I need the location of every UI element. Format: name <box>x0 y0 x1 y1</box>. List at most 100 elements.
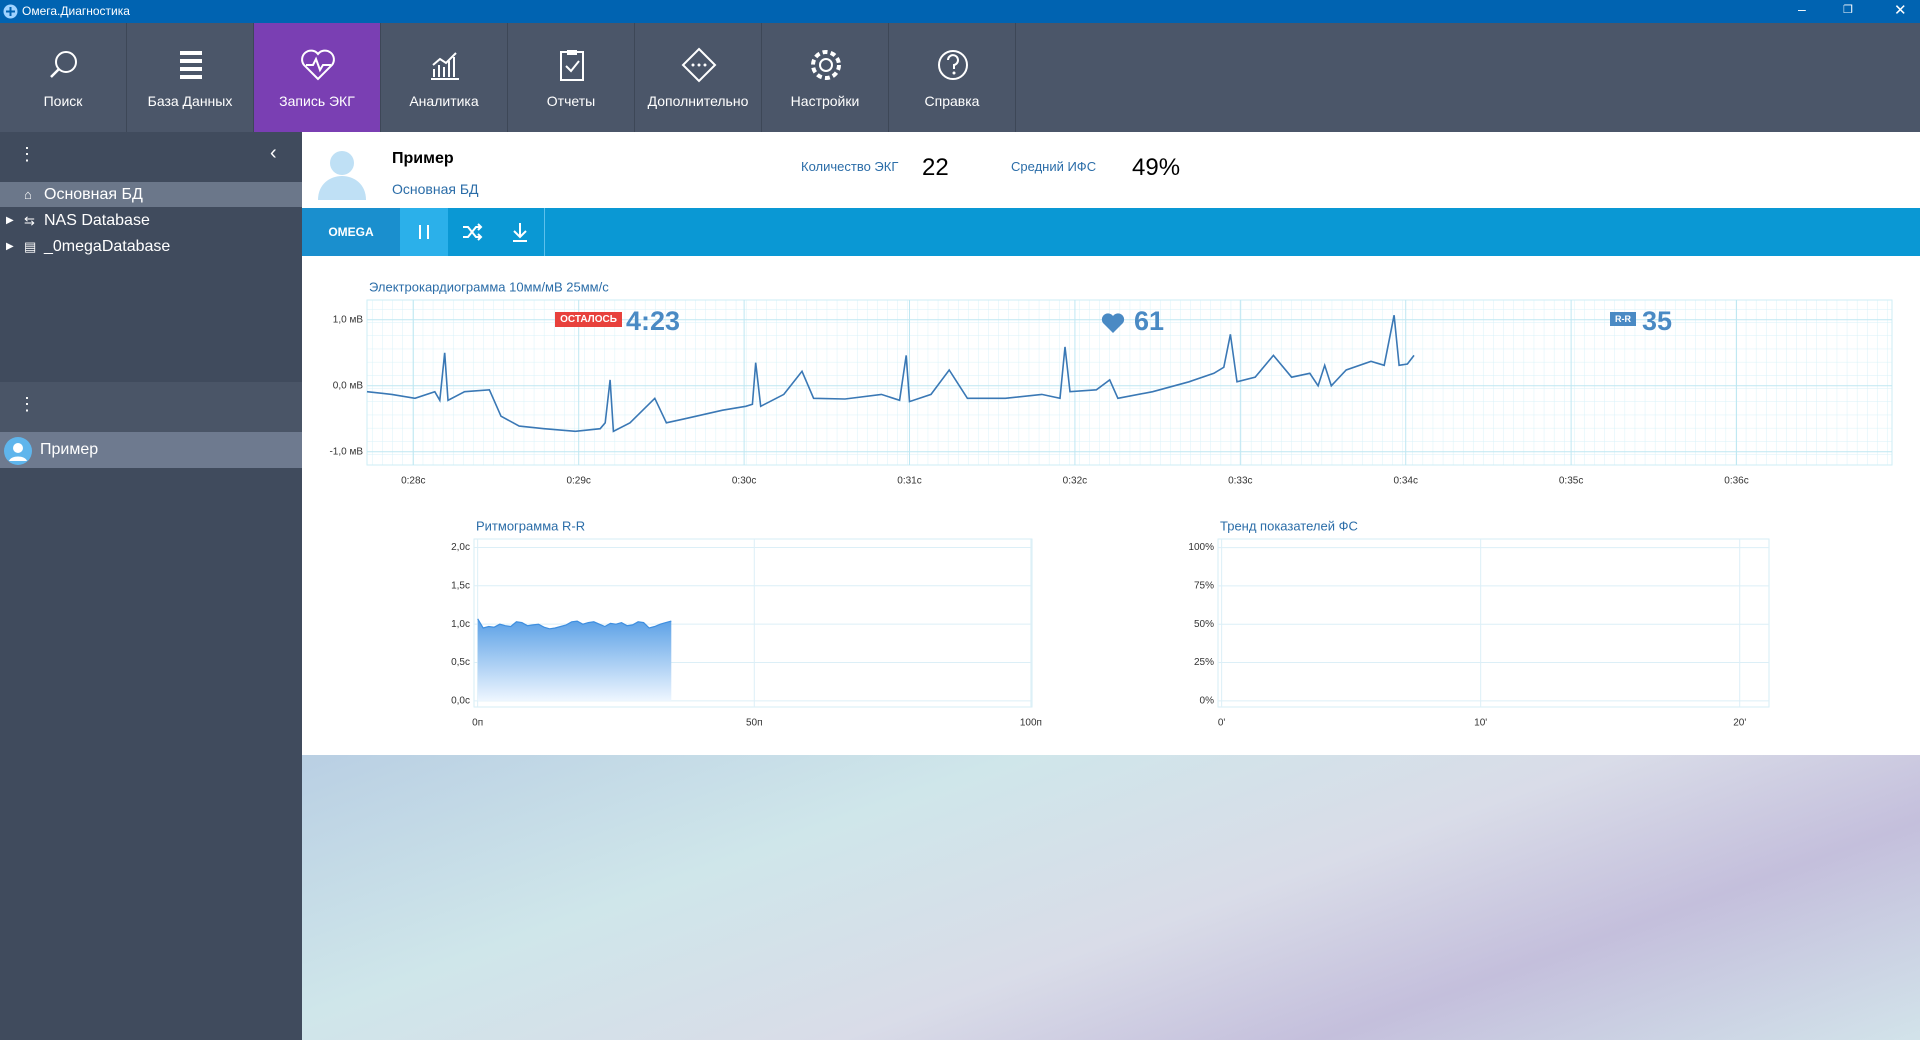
ecg-count-label: Количество ЭКГ <box>801 159 899 174</box>
x-tick-label: 10' <box>1474 718 1487 729</box>
x-tick-label: 0п <box>472 718 483 729</box>
x-tick-label: 20' <box>1733 718 1746 729</box>
patient-name: Пример <box>392 150 454 167</box>
rr-chart: Ритмограмма R-R 0,0с 0,5с 1,0с 1,5с 2,0с 0п 50п… <box>451 518 1042 729</box>
y-tick-label: 0,0 мВ <box>333 380 364 391</box>
x-tick-label: 100п <box>1020 718 1042 729</box>
expander[interactable]: ▶ <box>6 241 14 252</box>
plot-frame <box>473 538 1033 708</box>
y-tick-label: 75% <box>1194 581 1214 592</box>
trend-chart: Тренд показателей ФС 0% 25% 50% 75% 100% 0' 10'… <box>1188 518 1770 729</box>
x-tick-label: 50п <box>746 718 763 729</box>
db-name: _0megaDatabase <box>44 238 171 255</box>
app-icon <box>3 4 18 19</box>
menu-dots[interactable]: ⋮ <box>18 394 36 414</box>
chart-title: Ритмограмма R-R <box>476 518 585 533</box>
db-name: NAS Database <box>44 212 150 229</box>
toolbar-icon <box>811 50 841 80</box>
toolbar-button[interactable]: Настройки <box>762 23 889 132</box>
toolbar-label: Аналитика <box>409 93 479 109</box>
tree-row[interactable]: ▶ ⇆ NAS Database <box>0 208 302 233</box>
toolbar-label: База Данных <box>147 93 233 109</box>
y-tick-label: 0,0с <box>451 696 470 707</box>
minimize[interactable]: – <box>1798 1 1806 17</box>
toolbar-icon <box>431 52 459 80</box>
download-button[interactable] <box>496 208 545 256</box>
x-tick-label: 0:33с <box>1228 476 1252 487</box>
ifs-label: Средний ИФС <box>1011 159 1097 174</box>
x-tick-label: 0:35с <box>1559 476 1583 487</box>
pause-button[interactable] <box>400 208 448 256</box>
db-icon: ⌂ <box>24 187 32 202</box>
toolbar-button[interactable]: Аналитика <box>381 23 508 132</box>
x-tick-label: 0:31с <box>897 476 921 487</box>
toolbar-button[interactable]: Дополнительно <box>635 23 762 132</box>
toolbar-icon <box>301 49 335 81</box>
section-divider: ⋮ <box>0 382 302 432</box>
heart-icon <box>1101 313 1125 333</box>
y-tick-label: 1,0с <box>451 619 470 630</box>
x-tick-label: 0:30с <box>732 476 756 487</box>
x-tick-label: 0:29с <box>566 476 590 487</box>
heart-rate: 61 <box>1134 306 1165 336</box>
toolbar-button[interactable]: Отчеты <box>508 23 635 132</box>
plot-background <box>366 299 1893 466</box>
data-line <box>477 618 672 630</box>
restore[interactable]: ❐ <box>1843 4 1853 16</box>
y-tick-label: 1,0 мВ <box>333 314 364 325</box>
toolbar-icon <box>560 50 584 81</box>
tree-row[interactable]: ⌂ Основная БД <box>0 182 302 207</box>
toolbar-label: Поиск <box>43 93 83 109</box>
rr-value: 35 <box>1642 306 1673 336</box>
y-tick-label: 100% <box>1188 542 1214 553</box>
close[interactable]: ✕ <box>1894 2 1907 19</box>
avatar <box>318 151 366 200</box>
toolbar-icon <box>938 50 968 80</box>
window-title: Омега.Диагностика <box>22 4 130 18</box>
remaining-badge: ОСТАЛОСЬ <box>555 312 622 327</box>
menu-dots[interactable]: ⋮ <box>18 144 36 164</box>
toolbar-icon <box>681 47 717 83</box>
background-area <box>302 755 1920 1040</box>
toolbar-button[interactable]: Поиск <box>0 23 127 132</box>
shuffle-button[interactable] <box>448 208 496 256</box>
remaining-time: 4:23 <box>626 306 681 336</box>
toolbar-label: Справка <box>924 93 980 109</box>
y-tick-label: 2,0с <box>451 542 470 553</box>
patient-name: Пример <box>40 441 99 458</box>
ecg-chart: Электрокардиограмма 10мм/мВ 25мм/с 1,0 мВ… <box>329 279 1893 487</box>
y-tick-label: 50% <box>1194 619 1214 630</box>
toolbar-label: Запись ЭКГ <box>279 93 355 109</box>
title-bar: Омега.Диагностика – ❐ ✕ <box>0 0 1920 23</box>
expander[interactable]: ▶ <box>6 215 14 226</box>
collapse[interactable]: ‹ <box>270 142 277 164</box>
ifs-value: 49% <box>1132 154 1181 181</box>
toolbar-label: Дополнительно <box>647 93 749 109</box>
x-tick-label: 0:32с <box>1063 476 1087 487</box>
toolbar-icon <box>50 51 77 78</box>
device-name[interactable]: OMEGA <box>302 208 400 256</box>
toolbar-button[interactable]: Справка <box>889 23 1016 132</box>
y-tick-label: 0% <box>1200 696 1215 707</box>
db-name: Основная БД <box>44 186 143 203</box>
rr-badge: R-R <box>1610 312 1636 326</box>
toolbar-label: Отчеты <box>546 93 596 109</box>
patient-avatar <box>4 437 32 465</box>
x-tick-label: 0:28с <box>401 476 425 487</box>
toolbar: Поиск База Данных Запись ЭКГ Аналитика Отчет… <box>0 23 1920 132</box>
toolbar-label: Настройки <box>790 93 860 109</box>
toolbar-icon <box>180 51 202 79</box>
area-fill <box>477 618 672 701</box>
patient-row[interactable]: Пример <box>0 432 302 468</box>
tree-row[interactable]: ▶ ▤ _0megaDatabase <box>0 234 302 259</box>
toolbar-button[interactable]: Запись ЭКГ <box>254 23 381 132</box>
y-tick-label: 25% <box>1194 657 1214 668</box>
chart-title: Электрокардиограмма 10мм/мВ 25мм/с <box>369 279 609 294</box>
db-icon: ⇆ <box>24 213 35 228</box>
x-tick-label: 0:34с <box>1393 476 1417 487</box>
toolbar-button[interactable]: База Данных <box>127 23 254 132</box>
sidebar: ⋮ ‹ ⋮ ⌂ Основная БД ▶ ⇆ NAS Database ▶ ▤ _0mega… <box>0 132 302 1040</box>
db-icon: ▤ <box>24 239 37 254</box>
chart-title: Тренд показателей ФС <box>1220 518 1358 533</box>
